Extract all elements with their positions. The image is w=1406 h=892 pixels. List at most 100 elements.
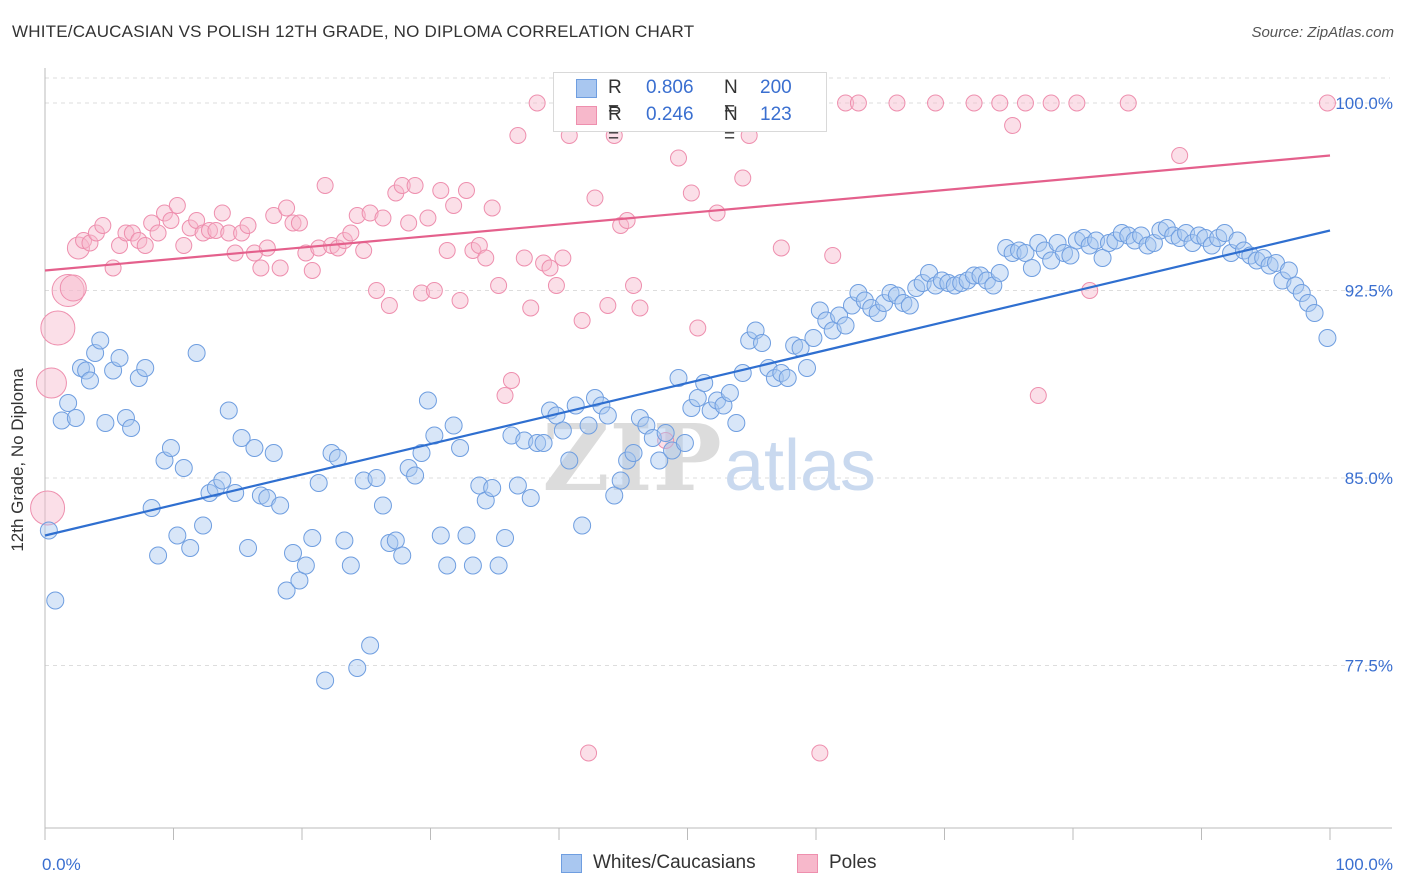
whites-point	[168, 526, 187, 545]
whites-point	[1048, 234, 1067, 252]
whites-point	[573, 516, 592, 535]
whites-point	[1016, 244, 1035, 262]
whites-point	[226, 484, 245, 502]
axes	[44, 68, 1392, 840]
whites-point	[71, 359, 90, 377]
poles-point	[342, 224, 360, 242]
poles-point	[220, 224, 238, 242]
whites-point	[444, 416, 463, 435]
poles-trend-line	[44, 154, 1331, 272]
poles-point	[348, 207, 366, 224]
y-tick-label: 100.0%	[1335, 94, 1393, 113]
poles-point	[1016, 94, 1034, 112]
poles-point	[252, 259, 270, 277]
whites-point	[1318, 329, 1337, 347]
poles-point	[168, 197, 186, 214]
y-tick-label: 92.5%	[1345, 282, 1393, 301]
whites-point	[39, 521, 58, 540]
whites-point	[367, 469, 386, 487]
poles-point	[213, 204, 231, 222]
whites-point	[868, 304, 887, 322]
poles-point	[586, 189, 604, 207]
watermark: ZIP atlas	[542, 404, 876, 512]
whites-point	[1093, 249, 1112, 267]
poles-point	[284, 214, 302, 232]
poles-point	[425, 282, 443, 299]
poles-point	[94, 217, 112, 234]
legend-n-label: N =	[724, 104, 738, 147]
poles-point	[991, 94, 1009, 112]
whites-point	[187, 344, 206, 362]
whites-point	[1292, 284, 1311, 302]
whites-point	[52, 411, 71, 430]
whites-point	[611, 471, 630, 490]
whites-point	[194, 516, 213, 535]
whites-point	[136, 359, 155, 377]
whites-point	[669, 369, 688, 387]
grid-lines	[45, 77, 1390, 666]
poles-point	[393, 177, 411, 194]
whites-points	[39, 219, 1337, 690]
whites-point	[553, 421, 572, 440]
poles-point	[380, 297, 398, 314]
whites-point	[206, 479, 225, 497]
legend-r-label: R =	[608, 77, 622, 120]
whites-point	[534, 434, 553, 452]
legend-swatch-pink	[797, 854, 818, 873]
whites-point	[521, 489, 540, 507]
poles-point	[271, 259, 289, 277]
legend-r-value: 0.806	[646, 77, 694, 98]
whites-point	[682, 399, 701, 417]
whites-point	[399, 459, 418, 477]
whites-point	[129, 369, 148, 387]
whites-point	[219, 401, 238, 420]
poles-point	[1068, 94, 1086, 112]
whites-point	[1029, 234, 1048, 252]
whites-point	[496, 529, 515, 547]
poles-point	[162, 212, 180, 229]
y-axis-label: 12th Grade, No Diploma	[8, 368, 27, 552]
poles-point	[66, 236, 90, 260]
whites-point	[1061, 246, 1080, 265]
whites-point	[887, 286, 906, 305]
whites-point	[284, 544, 303, 562]
whites-point	[733, 364, 752, 382]
poles-point	[496, 387, 514, 404]
whites-trend-line	[44, 229, 1331, 537]
correlation-legend: R = 0.806 N = 200 R = 0.246 N = 123	[553, 72, 827, 147]
poles-point	[104, 259, 122, 277]
whites-point	[239, 539, 258, 557]
poles-point	[117, 224, 135, 242]
poles-point	[143, 214, 161, 232]
whites-point	[303, 529, 322, 547]
poles-point	[310, 239, 328, 257]
whites-point	[1279, 261, 1298, 280]
legend-n-value: 200	[760, 77, 792, 98]
whites-point	[579, 416, 598, 435]
poles-point	[303, 262, 321, 279]
whites-point	[990, 264, 1009, 282]
legend-swatch-blue	[576, 79, 597, 98]
whites-point	[418, 391, 437, 410]
whites-point	[1305, 304, 1324, 322]
poles-point	[483, 199, 501, 217]
poles-point	[290, 214, 308, 232]
poles-point	[477, 249, 495, 267]
whites-point	[96, 414, 115, 432]
poles-point	[631, 299, 649, 317]
whites-point	[753, 334, 772, 352]
poles-point	[541, 259, 559, 277]
whites-point	[213, 471, 232, 490]
whites-point	[810, 301, 829, 320]
poles-point	[547, 277, 565, 294]
poles-point	[265, 207, 283, 224]
poles-point	[1318, 94, 1336, 112]
whites-point	[463, 556, 482, 575]
whites-point	[80, 371, 99, 390]
whites-point	[618, 451, 637, 470]
poles-point	[502, 372, 520, 389]
whites-point	[277, 581, 296, 600]
whites-point	[431, 526, 450, 545]
whites-point	[316, 671, 335, 690]
whites-point	[110, 349, 129, 367]
